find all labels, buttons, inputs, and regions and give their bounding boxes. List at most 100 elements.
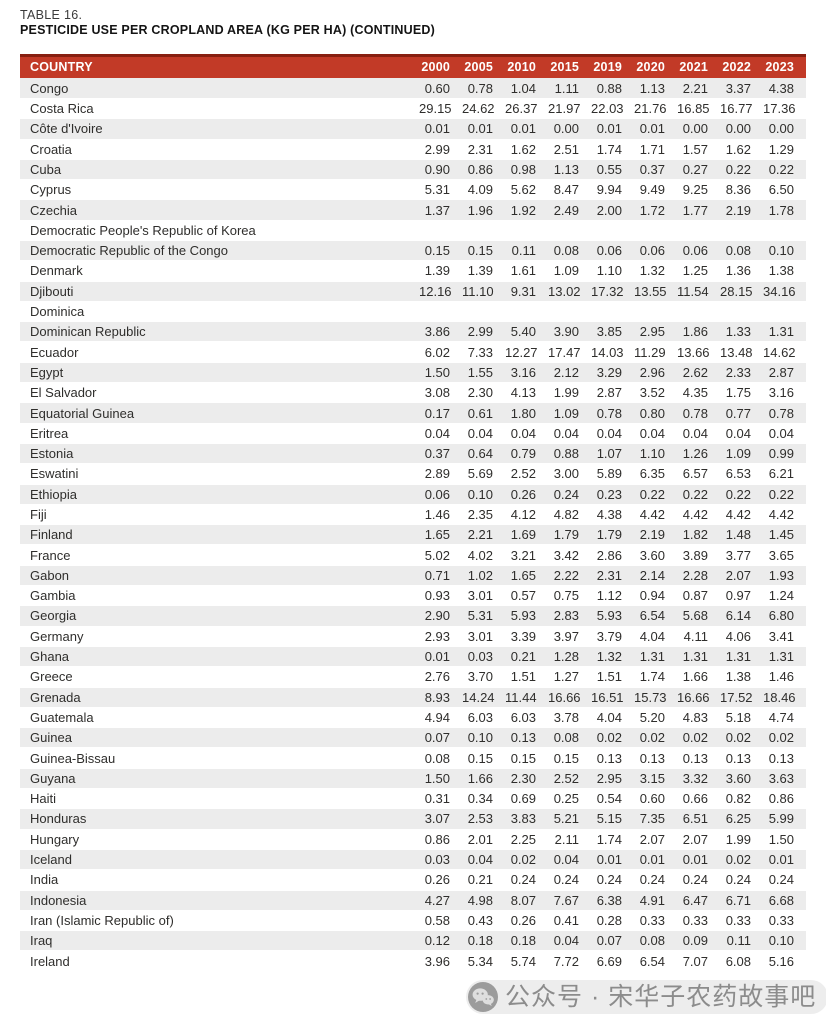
value-cell: 1.80	[505, 402, 548, 424]
value-cell: 1.31	[720, 646, 763, 668]
value-cell: 2.30	[505, 768, 548, 790]
value-cell: 3.96	[419, 950, 462, 972]
value-cell	[505, 220, 548, 242]
value-cell: 2.19	[720, 199, 763, 221]
table-row: Democratic People's Republic of Korea	[20, 220, 806, 242]
value-cell: 2.07	[720, 565, 763, 587]
value-cell: 0.27	[677, 159, 720, 181]
value-cell	[548, 301, 591, 323]
value-cell	[763, 220, 806, 242]
value-cell: 0.04	[763, 423, 806, 444]
value-cell: 3.60	[634, 544, 677, 566]
value-cell: 0.22	[634, 484, 677, 505]
value-cell: 0.01	[634, 849, 677, 871]
value-cell: 4.74	[763, 707, 806, 729]
value-cell: 0.02	[677, 727, 720, 749]
value-cell: 1.69	[505, 524, 548, 546]
country-cell: Congo	[20, 78, 419, 99]
value-cell: 1.09	[548, 260, 591, 282]
value-cell: 6.51	[677, 808, 720, 830]
value-cell: 6.03	[505, 707, 548, 729]
table-row: Dominican Republic 3.86 2.99 5.40 3.90 3.85 2.…	[20, 321, 806, 343]
value-cell: 6.03	[462, 707, 505, 729]
value-cell: 3.52	[634, 382, 677, 404]
value-cell: 0.15	[462, 240, 505, 262]
title-block: TABLE 16. PESTICIDE USE PER CROPLAND ARE…	[0, 0, 826, 39]
value-cell: 1.93	[763, 565, 806, 587]
table-body: Congo 0.60 0.78 1.04 1.11 0.88 1.13 2.21 3.37 4.3…	[20, 78, 806, 972]
value-cell: 0.24	[548, 869, 591, 891]
country-cell: Guinea	[20, 727, 419, 749]
value-cell: 0.15	[419, 240, 462, 262]
value-cell: 21.97	[548, 98, 591, 120]
value-cell: 4.38	[591, 504, 634, 526]
value-cell: 1.11	[548, 78, 591, 99]
value-cell	[677, 301, 720, 323]
country-cell: Finland	[20, 524, 419, 546]
country-cell: Democratic Republic of the Congo	[20, 240, 419, 262]
value-cell: 0.02	[505, 849, 548, 871]
value-cell: 0.04	[634, 423, 677, 444]
value-cell: 3.65	[763, 544, 806, 566]
value-cell: 2.30	[462, 382, 505, 404]
value-cell: 0.04	[548, 423, 591, 444]
value-cell: 3.07	[419, 808, 462, 830]
value-cell: 1.46	[419, 504, 462, 526]
value-cell: 0.08	[548, 727, 591, 749]
table-row: Denmark 1.39 1.39 1.61 1.09 1.10 1.32 1.25 1.36 1…	[20, 260, 806, 282]
value-cell: 0.34	[462, 788, 505, 810]
table-row: Guyana 1.50 1.66 2.30 2.52 2.95 3.15 3.32 3.60 3.…	[20, 768, 806, 790]
value-cell: 0.77	[720, 402, 763, 424]
value-cell: 0.00	[763, 118, 806, 140]
value-cell: 0.58	[419, 910, 462, 932]
table-header-row: COUNTRY 2000 2005 2010 2015 2019 2020 2021 2022 2…	[20, 53, 806, 79]
value-cell: 6.35	[634, 463, 677, 485]
value-cell: 0.23	[591, 484, 634, 505]
value-cell: 5.74	[505, 950, 548, 972]
value-cell: 2.11	[548, 829, 591, 850]
value-cell: 0.22	[763, 484, 806, 505]
value-cell: 0.75	[548, 585, 591, 607]
value-cell: 8.07	[505, 890, 548, 911]
value-cell: 0.21	[505, 646, 548, 668]
value-cell: 5.68	[677, 605, 720, 627]
value-cell: 0.01	[591, 118, 634, 140]
value-cell: 0.00	[720, 118, 763, 140]
value-cell: 1.09	[720, 443, 763, 465]
value-cell: 2.49	[548, 199, 591, 221]
country-cell: Egypt	[20, 362, 419, 384]
value-cell: 9.25	[677, 179, 720, 201]
value-cell: 0.99	[763, 443, 806, 465]
value-cell: 15.73	[634, 687, 677, 708]
value-cell: 0.11	[505, 240, 548, 262]
table-row: France 5.02 4.02 3.21 3.42 2.86 3.60 3.89 3.77 3.…	[20, 544, 806, 566]
value-cell: 0.22	[720, 159, 763, 181]
value-cell: 0.06	[591, 240, 634, 262]
value-cell: 1.82	[677, 524, 720, 546]
table-row: Ecuador 6.02 7.33 12.27 17.47 14.03 11.29 13.66…	[20, 341, 806, 363]
value-cell: 0.18	[505, 930, 548, 952]
value-cell: 1.62	[505, 139, 548, 160]
value-cell: 1.77	[677, 199, 720, 221]
country-cell: Cuba	[20, 159, 419, 181]
value-cell: 8.47	[548, 179, 591, 201]
value-cell: 6.69	[591, 950, 634, 972]
value-cell: 2.07	[677, 829, 720, 850]
value-cell: 0.01	[462, 118, 505, 140]
table-row: Eritrea 0.04 0.04 0.04 0.04 0.04 0.04 0.04 0.04 0…	[20, 423, 806, 444]
value-cell: 24.62	[462, 98, 505, 120]
value-cell: 3.78	[548, 707, 591, 729]
value-cell: 1.62	[720, 139, 763, 160]
value-cell: 1.99	[720, 829, 763, 850]
value-cell: 14.24	[462, 687, 505, 708]
value-cell: 5.31	[419, 179, 462, 201]
value-cell: 0.61	[462, 402, 505, 424]
value-cell: 0.43	[462, 910, 505, 932]
value-cell	[677, 220, 720, 242]
value-cell: 2.95	[591, 768, 634, 790]
table-row: Ghana 0.01 0.03 0.21 1.28 1.32 1.31 1.31 1.31 1.3…	[20, 646, 806, 668]
value-cell: 1.48	[720, 524, 763, 546]
value-cell: 14.03	[591, 341, 634, 363]
value-cell	[720, 220, 763, 242]
value-cell: 0.24	[548, 484, 591, 505]
